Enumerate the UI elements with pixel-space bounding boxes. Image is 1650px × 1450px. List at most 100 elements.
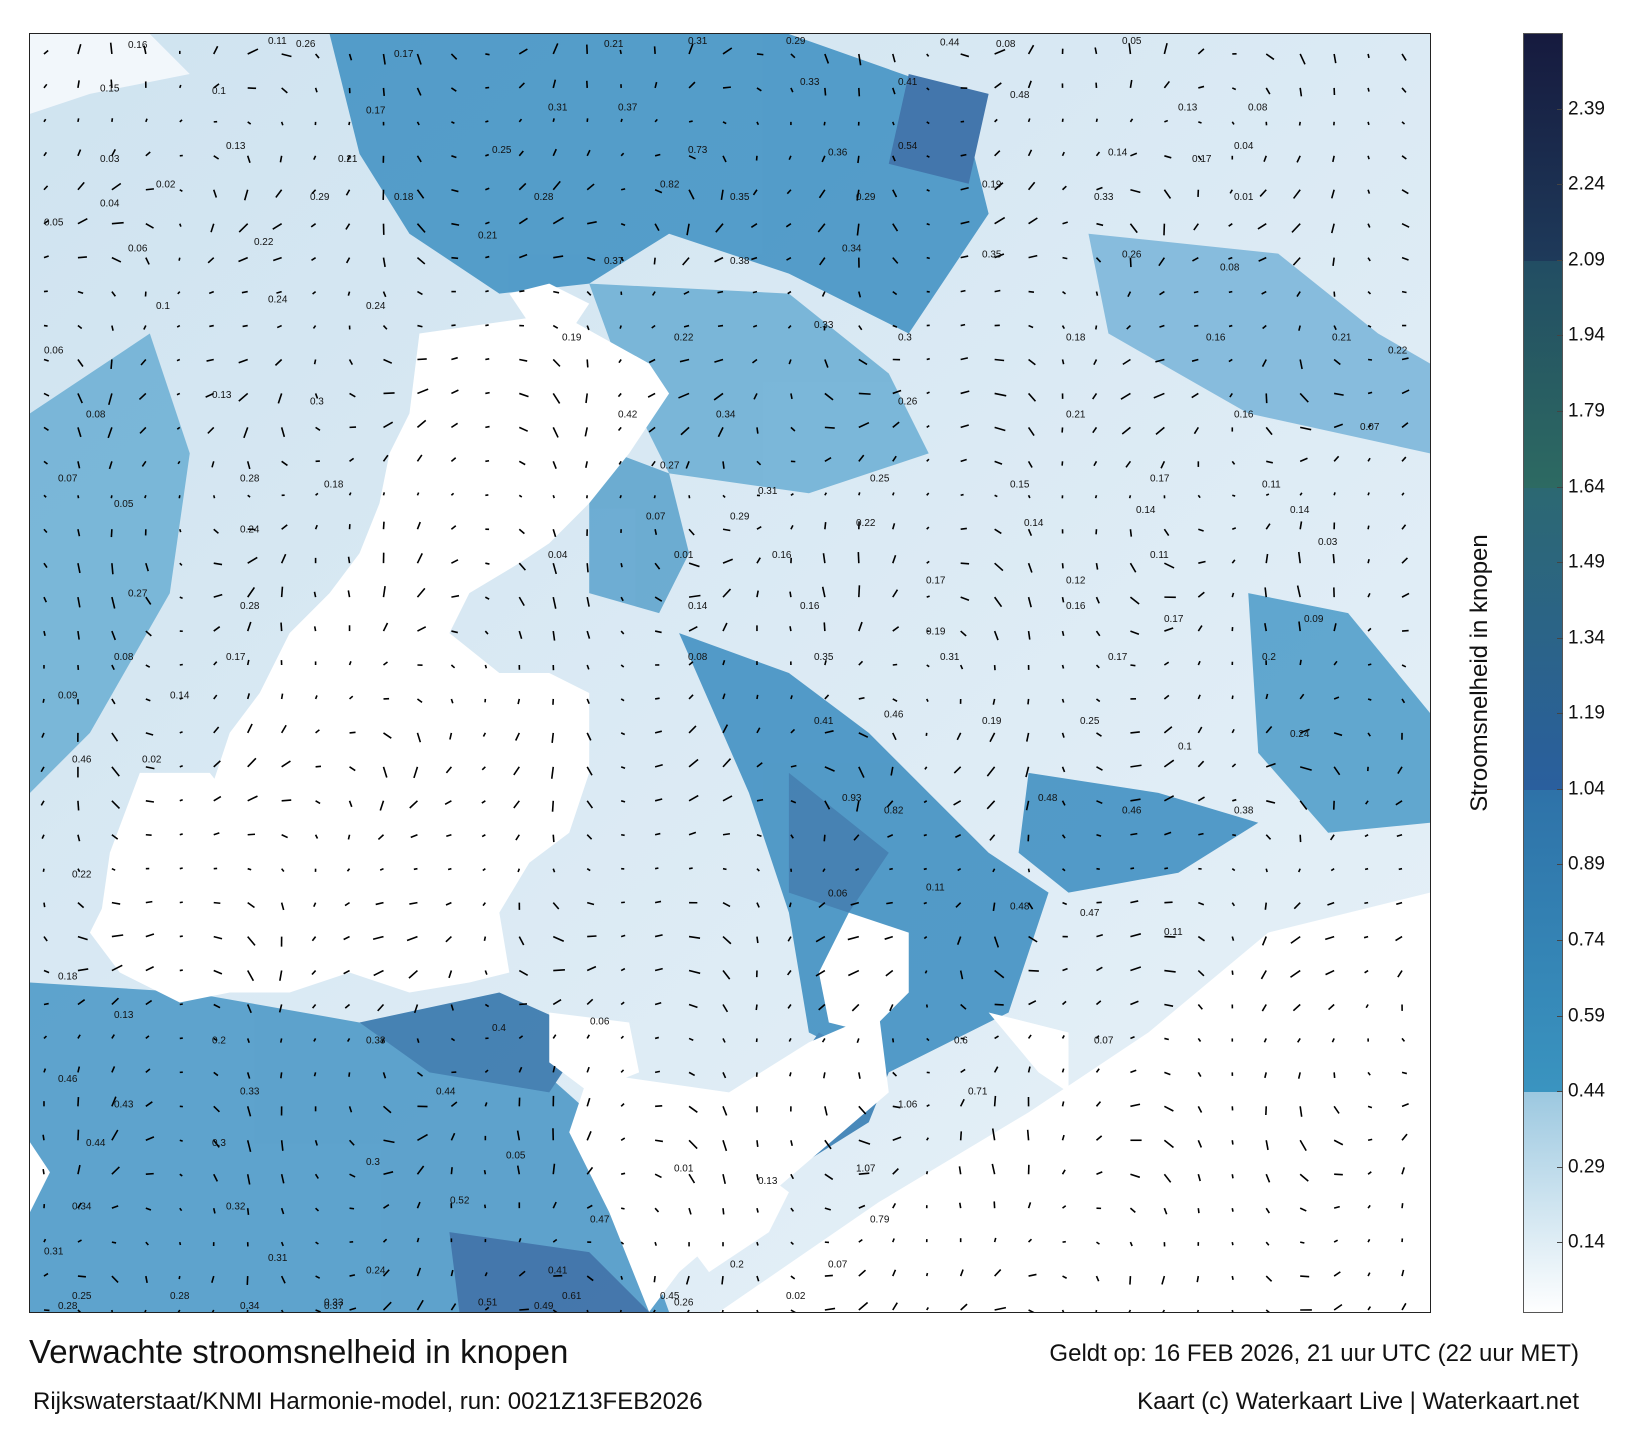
current-arrow bbox=[858, 621, 863, 632]
current-arrow bbox=[481, 766, 486, 771]
speed-value: 0.08 bbox=[114, 652, 134, 663]
current-arrow bbox=[790, 764, 797, 768]
current-arrow bbox=[349, 392, 356, 398]
colorbar-tick-label: 1.64 bbox=[1568, 476, 1605, 498]
speed-value: 0.47 bbox=[1080, 908, 1100, 919]
current-arrow bbox=[960, 630, 967, 637]
current-arrow bbox=[1401, 698, 1406, 704]
current-arrow bbox=[891, 523, 896, 530]
speed-value: 0.17 bbox=[394, 49, 414, 60]
current-arrow bbox=[213, 1139, 220, 1148]
speed-value: 0.29 bbox=[786, 36, 806, 47]
speed-value: 0.51 bbox=[478, 1298, 498, 1309]
current-arrow bbox=[892, 732, 897, 741]
current-arrow bbox=[587, 935, 597, 938]
current-arrow bbox=[111, 256, 122, 263]
speed-value: 0.33 bbox=[240, 1087, 260, 1098]
current-arrow bbox=[1231, 1140, 1234, 1145]
current-arrow bbox=[858, 492, 861, 496]
current-arrow bbox=[1197, 48, 1205, 55]
current-arrow bbox=[111, 800, 121, 810]
current-arrow bbox=[1299, 359, 1303, 370]
speed-value: 0.07 bbox=[828, 1259, 848, 1270]
current-arrow bbox=[43, 118, 47, 123]
current-arrow bbox=[552, 393, 561, 404]
current-arrow bbox=[750, 223, 758, 228]
current-arrow bbox=[382, 1301, 392, 1311]
current-arrow bbox=[722, 1038, 726, 1043]
current-arrow bbox=[1163, 759, 1175, 768]
current-arrow bbox=[1197, 660, 1201, 666]
current-arrow bbox=[343, 969, 350, 975]
speed-value: 0.46 bbox=[58, 1074, 78, 1085]
current-arrow bbox=[1061, 630, 1065, 636]
current-arrow bbox=[43, 596, 48, 603]
current-arrow bbox=[145, 118, 148, 123]
current-arrow bbox=[552, 79, 557, 89]
current-arrow bbox=[518, 82, 525, 89]
current-arrow bbox=[1028, 324, 1034, 329]
speed-value: 0.35 bbox=[982, 250, 1002, 261]
speed-value: 0.11 bbox=[1262, 480, 1281, 491]
current-arrow bbox=[892, 1136, 902, 1142]
current-arrow bbox=[1061, 834, 1066, 839]
current-arrow bbox=[1163, 694, 1170, 700]
current-arrow bbox=[484, 1102, 488, 1107]
current-arrow bbox=[683, 290, 690, 295]
current-arrow bbox=[1300, 1275, 1310, 1278]
current-arrow bbox=[377, 1003, 385, 1012]
current-arrow bbox=[620, 630, 625, 635]
current-arrow bbox=[620, 800, 626, 803]
speed-value: 0.6 bbox=[954, 1036, 968, 1047]
current-arrow bbox=[280, 586, 284, 598]
current-arrow bbox=[484, 970, 488, 975]
current-arrow bbox=[586, 868, 591, 872]
current-arrow bbox=[722, 494, 726, 499]
current-arrow bbox=[993, 630, 999, 641]
current-arrow bbox=[722, 724, 729, 734]
current-arrow bbox=[1130, 798, 1141, 802]
current-arrow bbox=[960, 458, 967, 463]
current-arrow bbox=[42, 698, 45, 703]
current-arrow bbox=[280, 1309, 284, 1312]
current-arrow bbox=[43, 562, 48, 569]
current-arrow bbox=[516, 1130, 521, 1141]
current-arrow bbox=[213, 935, 223, 940]
current-arrow bbox=[77, 1034, 81, 1039]
current-arrow bbox=[519, 392, 529, 398]
current-arrow bbox=[280, 902, 285, 911]
current-arrow bbox=[1330, 868, 1335, 872]
current-arrow bbox=[107, 427, 113, 439]
current-arrow bbox=[552, 461, 557, 470]
colorbar-tick-mark bbox=[1557, 940, 1563, 942]
current-arrow bbox=[145, 596, 152, 605]
current-arrow bbox=[756, 1174, 759, 1181]
current-arrow bbox=[313, 626, 317, 632]
current-arrow bbox=[1367, 189, 1371, 194]
current-arrow bbox=[416, 1038, 420, 1043]
current-arrow bbox=[620, 1241, 625, 1245]
current-arrow bbox=[1401, 222, 1410, 228]
current-arrow bbox=[1401, 664, 1407, 668]
current-arrow bbox=[1229, 392, 1233, 398]
current-arrow bbox=[416, 87, 422, 96]
current-arrow bbox=[1367, 1071, 1371, 1076]
current-arrow bbox=[756, 833, 762, 838]
current-arrow bbox=[926, 121, 930, 125]
current-arrow bbox=[654, 1241, 657, 1246]
speed-value: 0.29 bbox=[730, 512, 750, 523]
current-arrow bbox=[652, 1309, 656, 1312]
current-arrow bbox=[1265, 53, 1275, 61]
current-arrow bbox=[246, 1072, 251, 1079]
current-arrow bbox=[892, 1168, 899, 1175]
speed-value: 0.02 bbox=[142, 754, 162, 765]
current-arrow bbox=[408, 969, 418, 979]
current-arrow bbox=[1401, 155, 1407, 160]
current-arrow bbox=[924, 766, 928, 770]
speed-value: 0.16 bbox=[1206, 333, 1226, 344]
current-arrow bbox=[410, 834, 418, 839]
speed-value: 0.31 bbox=[688, 36, 708, 47]
current-arrow bbox=[994, 150, 1001, 157]
current-arrow bbox=[179, 84, 182, 89]
current-arrow bbox=[246, 1309, 249, 1312]
